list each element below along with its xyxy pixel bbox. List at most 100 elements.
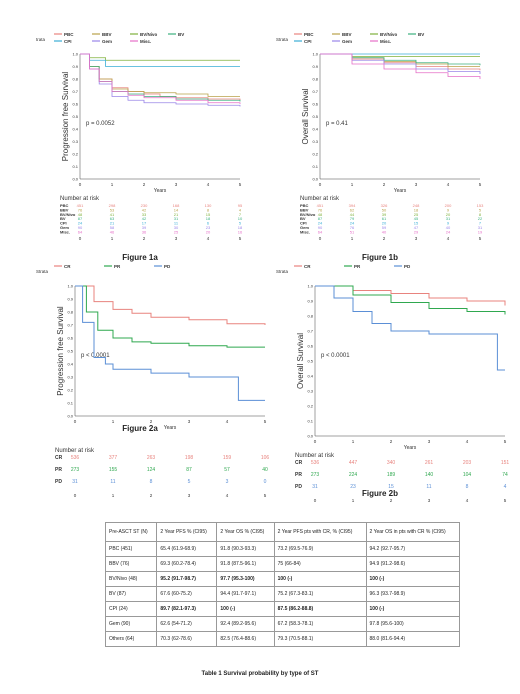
risk-x-tick: 4 (447, 236, 450, 241)
y-axis-label: Overall Survival (301, 88, 310, 144)
risk-x-tick: 4 (466, 498, 469, 502)
y-tick-label: 0.1 (307, 419, 313, 424)
figure-2a: Strata CR PR PD 0.0 0.1 0.2 0.3 0.4 0.5 0.6 0.7 0.8 0… (36, 264, 269, 498)
y-tick-label: 0.6 (312, 102, 318, 107)
risk-value: 15 (206, 212, 211, 217)
table-row: Others (64) 70.3 (62-78.6) 82.5 (76.4-88.6… (104, 631, 461, 647)
table-cell: 91.8 (90.3-93.3) (216, 541, 275, 557)
x-tick-label: 4 (226, 419, 229, 424)
table-cell: 87.5 (86.2-88.8) (273, 601, 367, 617)
legend-label: BBV (342, 32, 352, 37)
legend-label: PD (404, 264, 411, 269)
risk-table-title: Number at risk (60, 196, 100, 202)
x-axis-label: Years (394, 188, 407, 194)
y-tick-label: 0.7 (67, 323, 73, 328)
survival-curve-pd (75, 285, 265, 401)
risk-value: 168 (173, 203, 180, 208)
legend-label: Gem (102, 39, 112, 44)
y-tick-label: 0.7 (312, 89, 318, 94)
y-tick-label: 0.5 (72, 114, 78, 119)
y-tick-label: 0.3 (67, 375, 73, 380)
risk-value: 40 (382, 229, 387, 234)
risk-value: 87 (186, 467, 192, 473)
x-tick-label: 0 (314, 439, 317, 444)
risk-value: 9 (447, 207, 450, 212)
x-tick-label: 0 (74, 419, 77, 424)
risk-value: 16 (238, 229, 243, 234)
risk-value: 48 (78, 212, 83, 217)
risk-value: 24 (318, 221, 323, 226)
risk-value: 298 (109, 203, 116, 208)
table-cell: Gem (90) (104, 616, 158, 632)
risk-value: 57 (224, 467, 230, 473)
y-tick-label: 1.0 (72, 52, 78, 57)
risk-row-label: Gem (300, 225, 309, 230)
y-tick-label: 0.1 (72, 164, 78, 169)
risk-row-label: PBC (300, 203, 309, 208)
risk-value: 36 (142, 229, 147, 234)
risk-value: 451 (317, 203, 324, 208)
risk-value: 40 (262, 467, 268, 473)
risk-value: 63 (110, 216, 115, 221)
risk-value: 31 (478, 225, 483, 230)
risk-x-tick: 2 (150, 493, 153, 498)
legend-label: Misc. (380, 39, 391, 44)
table-header-row: Pre-ASCT ST (N) 2 Year PFS % (CI95) 2 Ye… (104, 522, 461, 542)
risk-x-tick: 0 (79, 236, 82, 241)
table-cell: BV/Nivo (48) (104, 571, 158, 587)
risk-value: 536 (71, 455, 80, 461)
risk-table-title: Number at risk (300, 196, 340, 202)
legend-label: CR (304, 264, 311, 269)
risk-value: 153 (477, 203, 484, 208)
table-cell: 100 (-) (273, 571, 367, 587)
risk-value: 0 (264, 479, 267, 485)
risk-value: 326 (381, 203, 388, 208)
table-header: 2 Year OS % (CI95) (216, 522, 275, 542)
y-tick-label: 0.9 (312, 64, 318, 69)
risk-value: 15 (388, 484, 394, 490)
y-tick-label: 0.6 (72, 102, 78, 107)
risk-value: 8 (479, 212, 482, 217)
risk-value: 25 (174, 229, 179, 234)
x-tick-label: 1 (112, 419, 115, 424)
risk-value: 29 (414, 229, 419, 234)
risk-row-label: Misc. (300, 229, 310, 234)
risk-value: 248 (413, 203, 420, 208)
legend-label: BBV (102, 32, 112, 37)
x-axis-label: Years (164, 425, 177, 431)
table-cell: 100 (-) (216, 601, 275, 617)
legend-label: PR (114, 264, 121, 269)
table-cell: 69.3 (60.2-78.4) (156, 556, 218, 572)
risk-value: 11 (110, 479, 115, 485)
risk-value: 7 (239, 212, 242, 217)
table-cell: 100 (-) (365, 601, 461, 617)
risk-value: 140 (425, 472, 434, 478)
table-cell: 82.5 (76.4-88.6) (216, 631, 275, 647)
table-cell: 62.6 (54-71.2) (156, 616, 218, 632)
risk-value: 17 (142, 221, 147, 226)
risk-value: 203 (463, 460, 472, 466)
y-tick-label: 0.2 (72, 152, 78, 157)
risk-value: 198 (185, 455, 194, 461)
y-tick-label: 0.5 (307, 359, 313, 364)
survival-curve-cr (75, 285, 266, 325)
table-cell: 91.8 (87.5-96.1) (216, 556, 275, 572)
x-tick-label: 2 (143, 182, 146, 187)
risk-value: 24 (350, 221, 355, 226)
risk-value: 48 (318, 212, 323, 217)
legend-label: BV (178, 32, 184, 37)
risk-value: 8 (466, 484, 469, 490)
table-cell: 97.8 (95.6-100) (365, 616, 461, 632)
risk-value: 64 (78, 229, 83, 234)
risk-x-tick: 0 (314, 498, 317, 502)
x-tick-label: 3 (428, 439, 431, 444)
risk-value: 31 (446, 216, 451, 221)
y-axis-label: Progression free Survival (61, 72, 70, 162)
table-row: Gem (90) 62.6 (54-71.2) 92.4 (89.2-95.6) 67… (104, 616, 461, 632)
risk-x-tick: 1 (112, 493, 115, 498)
legend-label: Gem (342, 39, 352, 44)
risk-row-label: CR (55, 455, 63, 461)
y-tick-label: 0.2 (307, 404, 313, 409)
risk-x-tick: 4 (226, 493, 229, 498)
